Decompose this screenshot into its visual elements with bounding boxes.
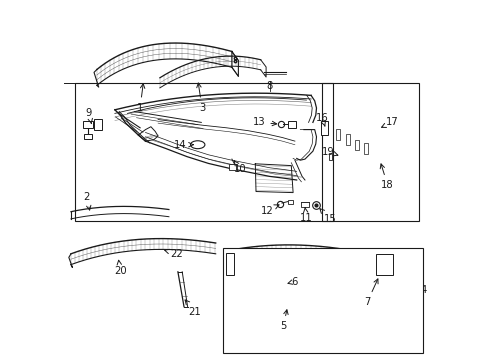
Bar (329, 153, 332, 160)
Text: 18: 18 (380, 164, 393, 190)
Text: 1: 1 (137, 84, 144, 113)
Bar (228, 164, 236, 170)
Bar (82, 121, 93, 128)
Text: 14: 14 (174, 140, 193, 150)
Bar (75, 83, 332, 221)
Bar (223, 248, 422, 353)
Text: 16: 16 (315, 113, 328, 126)
Text: 15: 15 (319, 209, 336, 224)
Text: 20: 20 (114, 260, 126, 276)
Bar (363, 143, 367, 154)
Text: 2: 2 (83, 192, 91, 210)
Text: 4: 4 (419, 285, 426, 295)
Bar (346, 134, 349, 145)
Text: 9: 9 (85, 108, 92, 124)
Text: 13: 13 (252, 117, 276, 127)
Text: 11: 11 (300, 207, 312, 223)
Bar (321, 83, 418, 221)
Text: 19: 19 (321, 147, 337, 157)
Text: 10: 10 (233, 161, 246, 174)
Bar (225, 253, 233, 275)
Text: 8: 8 (266, 81, 272, 91)
Text: 17: 17 (381, 117, 398, 127)
Bar (94, 119, 102, 130)
Bar (375, 254, 392, 275)
Text: 5: 5 (280, 310, 287, 331)
Bar (320, 121, 327, 135)
Bar (335, 129, 340, 140)
Text: 22: 22 (164, 249, 183, 259)
Text: 6: 6 (287, 276, 297, 287)
Text: 3: 3 (196, 83, 205, 113)
Ellipse shape (190, 141, 204, 149)
Bar (301, 202, 308, 207)
Text: 21: 21 (184, 300, 201, 317)
Text: 12: 12 (260, 205, 278, 216)
Text: 7: 7 (364, 279, 377, 307)
Bar (354, 140, 358, 150)
Bar (287, 121, 295, 128)
Bar (83, 134, 92, 139)
Bar (287, 200, 292, 204)
